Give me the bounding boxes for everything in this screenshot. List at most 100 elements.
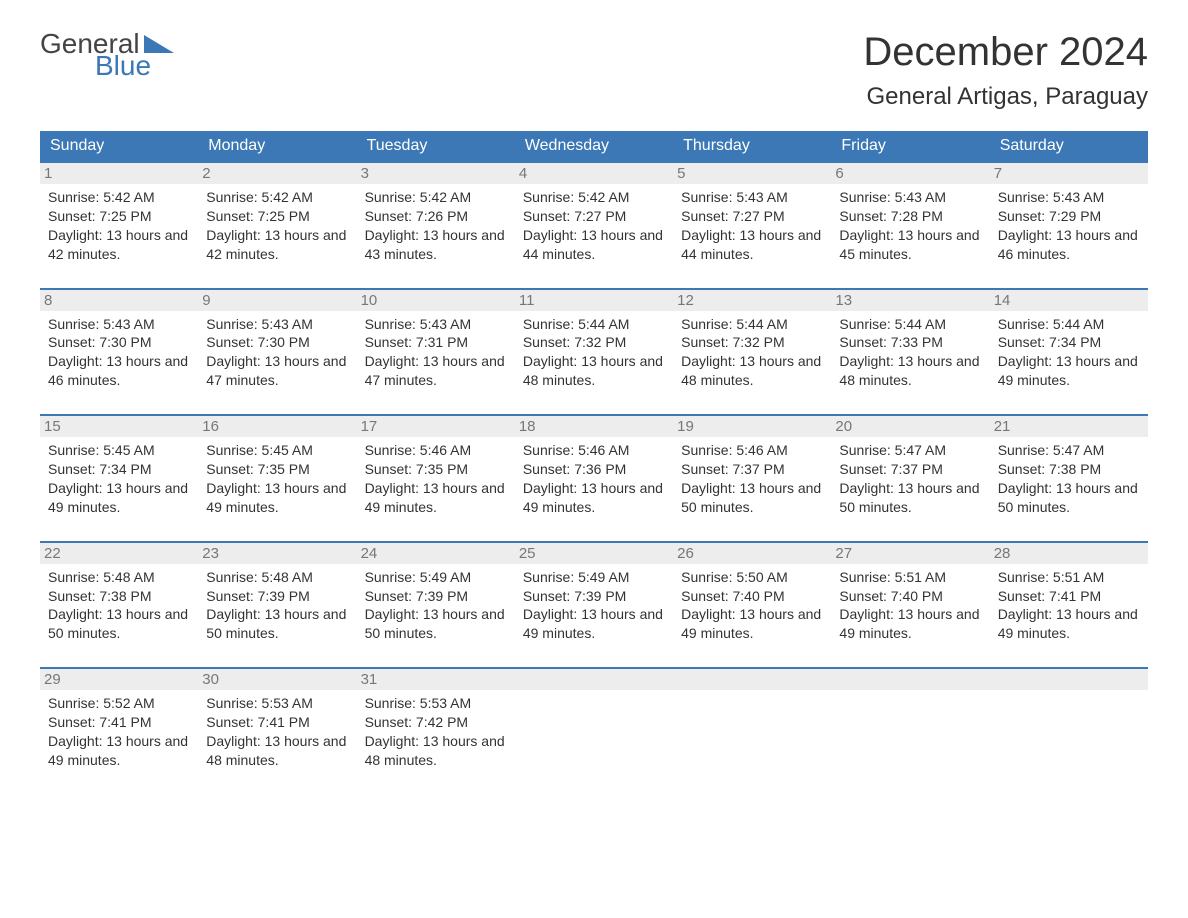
daylight-line: Daylight: 13 hours and 45 minutes. [839, 226, 981, 264]
weekday-header: Saturday [990, 131, 1148, 162]
sunset-line: Sunset: 7:30 PM [206, 333, 348, 352]
day-number: 21 [990, 416, 1148, 437]
sunset-line: Sunset: 7:37 PM [839, 460, 981, 479]
calendar-day-cell: 26Sunrise: 5:50 AMSunset: 7:40 PMDayligh… [673, 542, 831, 669]
calendar-day-cell: 8Sunrise: 5:43 AMSunset: 7:30 PMDaylight… [40, 289, 198, 416]
weekday-header: Sunday [40, 131, 198, 162]
calendar-day-cell: 31 Sunrise: 5:53 AMSunset: 7:42 PMDayligh… [357, 668, 515, 794]
sunrise-line: Sunrise: 5:42 AM [48, 188, 190, 207]
day-info: Sunrise: 5:48 AMSunset: 7:38 PMDaylight:… [48, 568, 190, 644]
day-number: 7 [990, 163, 1148, 184]
sunrise-line: Sunrise: 5:48 AM [206, 568, 348, 587]
calendar-day-cell [990, 668, 1148, 794]
calendar-day-cell: 5Sunrise: 5:43 AMSunset: 7:27 PMDaylight… [673, 162, 831, 289]
sunrise-line: Sunrise: 5:43 AM [998, 188, 1140, 207]
day-number: 11 [515, 290, 673, 311]
day-number: 13 [831, 290, 989, 311]
calendar-day-cell: 27Sunrise: 5:51 AMSunset: 7:40 PMDayligh… [831, 542, 989, 669]
sunrise-line: Sunrise: 5:43 AM [365, 315, 507, 334]
sunrise-line: Sunrise: 5:45 AM [48, 441, 190, 460]
sunrise-line: Sunrise: 5:46 AM [365, 441, 507, 460]
day-number: 28 [990, 543, 1148, 564]
sunset-line: Sunset: 7:32 PM [681, 333, 823, 352]
sunrise-line: Sunrise: 5:44 AM [839, 315, 981, 334]
day-number: 14 [990, 290, 1148, 311]
day-number: 25 [515, 543, 673, 564]
sunrise-line: Sunrise: 5:51 AM [998, 568, 1140, 587]
sunset-line: Sunset: 7:34 PM [48, 460, 190, 479]
logo: General Blue [40, 30, 174, 80]
calendar-week-row: 1Sunrise: 5:42 AMSunset: 7:25 PMDaylight… [40, 162, 1148, 289]
day-info: Sunrise: 5:53 AMSunset: 7:42 PMDaylight:… [365, 694, 507, 770]
sunrise-line: Sunrise: 5:42 AM [365, 188, 507, 207]
day-info: Sunrise: 5:47 AMSunset: 7:38 PMDaylight:… [998, 441, 1140, 517]
day-info: Sunrise: 5:44 AMSunset: 7:34 PMDaylight:… [998, 315, 1140, 391]
calendar-day-cell: 25 Sunrise: 5:49 AMSunset: 7:39 PMDayligh… [515, 542, 673, 669]
day-info: Sunrise: 5:52 AMSunset: 7:41 PMDaylight:… [48, 694, 190, 770]
empty-day [990, 669, 1148, 690]
daylight-line: Daylight: 13 hours and 49 minutes. [48, 479, 190, 517]
calendar-day-cell [515, 668, 673, 794]
day-info: Sunrise: 5:46 AMSunset: 7:35 PMDaylight:… [365, 441, 507, 517]
calendar-day-cell: 12Sunrise: 5:44 AMSunset: 7:32 PMDayligh… [673, 289, 831, 416]
sunrise-line: Sunrise: 5:46 AM [523, 441, 665, 460]
daylight-line: Daylight: 13 hours and 48 minutes. [523, 352, 665, 390]
day-number: 26 [673, 543, 831, 564]
calendar-day-cell: 15Sunrise: 5:45 AMSunset: 7:34 PMDayligh… [40, 415, 198, 542]
day-number: 30 [198, 669, 356, 690]
calendar-body: 1Sunrise: 5:42 AMSunset: 7:25 PMDaylight… [40, 162, 1148, 794]
sunset-line: Sunset: 7:31 PM [365, 333, 507, 352]
daylight-line: Daylight: 13 hours and 42 minutes. [206, 226, 348, 264]
sunset-line: Sunset: 7:38 PM [998, 460, 1140, 479]
daylight-line: Daylight: 13 hours and 48 minutes. [206, 732, 348, 770]
day-info: Sunrise: 5:43 AMSunset: 7:30 PMDaylight:… [48, 315, 190, 391]
calendar-week-row: 22Sunrise: 5:48 AMSunset: 7:38 PMDayligh… [40, 542, 1148, 669]
empty-day [673, 669, 831, 690]
daylight-line: Daylight: 13 hours and 49 minutes. [48, 732, 190, 770]
sunrise-line: Sunrise: 5:46 AM [681, 441, 823, 460]
calendar-day-cell: 14 Sunrise: 5:44 AMSunset: 7:34 PMDayligh… [990, 289, 1148, 416]
day-info: Sunrise: 5:49 AMSunset: 7:39 PMDaylight:… [523, 568, 665, 644]
sunrise-line: Sunrise: 5:51 AM [839, 568, 981, 587]
day-number: 24 [357, 543, 515, 564]
calendar-day-cell: 22Sunrise: 5:48 AMSunset: 7:38 PMDayligh… [40, 542, 198, 669]
daylight-line: Daylight: 13 hours and 49 minutes. [523, 605, 665, 643]
calendar-day-cell [673, 668, 831, 794]
weekday-header: Monday [198, 131, 356, 162]
sunset-line: Sunset: 7:37 PM [681, 460, 823, 479]
day-number: 27 [831, 543, 989, 564]
day-info: Sunrise: 5:44 AMSunset: 7:32 PMDaylight:… [681, 315, 823, 391]
day-number: 3 [357, 163, 515, 184]
day-number: 31 [357, 669, 515, 690]
day-info: Sunrise: 5:48 AMSunset: 7:39 PMDaylight:… [206, 568, 348, 644]
sunrise-line: Sunrise: 5:44 AM [681, 315, 823, 334]
sunset-line: Sunset: 7:27 PM [523, 207, 665, 226]
weekday-header: Wednesday [515, 131, 673, 162]
day-info: Sunrise: 5:43 AMSunset: 7:27 PMDaylight:… [681, 188, 823, 264]
sunset-line: Sunset: 7:41 PM [206, 713, 348, 732]
calendar-day-cell: 30Sunrise: 5:53 AMSunset: 7:41 PMDayligh… [198, 668, 356, 794]
daylight-line: Daylight: 13 hours and 46 minutes. [998, 226, 1140, 264]
sunrise-line: Sunrise: 5:43 AM [681, 188, 823, 207]
calendar-day-cell: 1Sunrise: 5:42 AMSunset: 7:25 PMDaylight… [40, 162, 198, 289]
daylight-line: Daylight: 13 hours and 50 minutes. [839, 479, 981, 517]
calendar-day-cell: 13Sunrise: 5:44 AMSunset: 7:33 PMDayligh… [831, 289, 989, 416]
day-info: Sunrise: 5:42 AMSunset: 7:25 PMDaylight:… [206, 188, 348, 264]
calendar-day-cell: 7 Sunrise: 5:43 AMSunset: 7:29 PMDaylight… [990, 162, 1148, 289]
day-info: Sunrise: 5:45 AMSunset: 7:34 PMDaylight:… [48, 441, 190, 517]
calendar-day-cell: 3Sunrise: 5:42 AMSunset: 7:26 PMDaylight… [357, 162, 515, 289]
sunrise-line: Sunrise: 5:43 AM [839, 188, 981, 207]
sunrise-line: Sunrise: 5:52 AM [48, 694, 190, 713]
day-info: Sunrise: 5:49 AMSunset: 7:39 PMDaylight:… [365, 568, 507, 644]
sunset-line: Sunset: 7:38 PM [48, 587, 190, 606]
day-info: Sunrise: 5:43 AMSunset: 7:29 PMDaylight:… [998, 188, 1140, 264]
weekday-header: Tuesday [357, 131, 515, 162]
sunrise-line: Sunrise: 5:44 AM [998, 315, 1140, 334]
calendar-day-cell: 21 Sunrise: 5:47 AMSunset: 7:38 PMDayligh… [990, 415, 1148, 542]
sunrise-line: Sunrise: 5:42 AM [523, 188, 665, 207]
day-info: Sunrise: 5:43 AMSunset: 7:28 PMDaylight:… [839, 188, 981, 264]
sunset-line: Sunset: 7:26 PM [365, 207, 507, 226]
day-number: 10 [357, 290, 515, 311]
calendar-day-cell: 16Sunrise: 5:45 AMSunset: 7:35 PMDayligh… [198, 415, 356, 542]
day-info: Sunrise: 5:51 AMSunset: 7:41 PMDaylight:… [998, 568, 1140, 644]
